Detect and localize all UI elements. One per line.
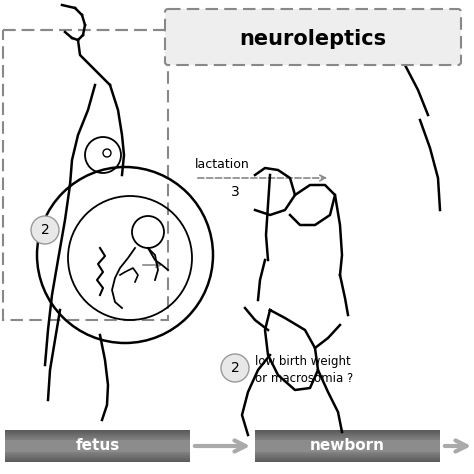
Text: fetus: fetus	[75, 438, 119, 454]
Text: low birth weight: low birth weight	[255, 356, 351, 368]
Text: 2: 2	[41, 223, 49, 237]
Circle shape	[221, 354, 249, 382]
Text: 3: 3	[231, 185, 239, 199]
FancyBboxPatch shape	[165, 9, 461, 65]
Text: or macrosomia ?: or macrosomia ?	[255, 372, 353, 384]
Text: 2: 2	[231, 361, 239, 375]
Text: lactation: lactation	[195, 158, 250, 172]
Circle shape	[31, 216, 59, 244]
Text: newborn: newborn	[310, 438, 385, 454]
Text: neuroleptics: neuroleptics	[239, 29, 387, 49]
